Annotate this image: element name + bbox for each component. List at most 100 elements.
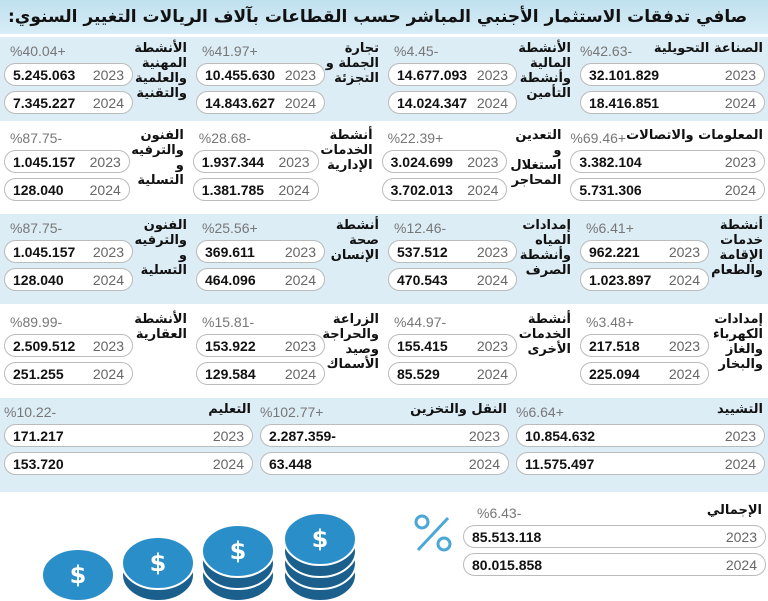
value-2024-pill: 5.731.306 2024 (570, 178, 765, 201)
percent-icon (414, 514, 452, 552)
value: 128.040 (13, 271, 64, 288)
value: 11.575.497 (525, 455, 595, 472)
value: 129.584 (205, 365, 256, 382)
year: 2024 (278, 181, 310, 198)
value: 251.255 (13, 365, 64, 382)
total-2024-pill: 80.015.858 2024 (463, 553, 766, 576)
value-2024-pill: 225.094 2024 (580, 362, 709, 385)
sector-cell: الأنشطة العقارية %89.99- 2.509.512 2023 251… (0, 308, 192, 396)
value: 225.094 (589, 365, 640, 382)
total-cell: الإجمالي %6.43- 85.513.118 2023 80.015.85… (463, 503, 766, 581)
year: 2023 (92, 243, 124, 260)
year: 2024 (476, 271, 508, 288)
year: 2024 (212, 455, 244, 472)
year: 2023 (476, 243, 508, 260)
sector-cell: أنشطة الخدمات الأخرى %44.97- 155.415 2023 8… (384, 308, 576, 396)
year: 2024 (724, 94, 756, 111)
sector-cell: أنشطة الخدمات الإدارية %28.68- 1.937.344 20… (189, 124, 378, 212)
sector-row: أنشطة خدمات الإقامة والطعام %6.41+ 962.221… (0, 214, 768, 304)
year: 2023 (284, 66, 316, 83)
year: 2023 (467, 153, 499, 170)
value-2024-pill: 128.040 2024 (3, 178, 130, 201)
value-2024-pill: 1.381.785 2024 (192, 178, 319, 201)
value-2024-pill: 14.843.627 2024 (196, 91, 325, 114)
year: 2023 (92, 66, 124, 83)
value-2023-pill: 2.287.359- 2023 (260, 424, 509, 447)
year: 2024 (284, 271, 316, 288)
change-pct: %15.81- (202, 314, 255, 330)
total-label: الإجمالي (706, 503, 762, 518)
value-2023-pill: 32.101.829 2023 (580, 63, 765, 86)
change-pct: %25.56+ (202, 220, 258, 236)
value-2023-pill: 369.611 2023 (196, 240, 325, 263)
change-pct: %42.63- (580, 43, 633, 59)
year: 2024 (89, 181, 121, 198)
total-pct: %6.43- (477, 505, 522, 521)
value-2023-pill: 2.509.512 2023 (4, 334, 133, 357)
year: 2023 (668, 243, 700, 260)
year: 2024 (468, 455, 500, 472)
value-2023-pill: 537.512 2023 (388, 240, 517, 263)
value: 32.101.829 (589, 66, 660, 83)
change-pct: %6.41+ (586, 220, 634, 236)
value: 85.513.118 (472, 528, 542, 545)
value: 85.529 (397, 365, 440, 382)
sector-cell: التعدين و استغلال المحاجر %22.39+ 3.024.69… (378, 124, 567, 212)
value-2023-pill: 10.455.630 2023 (196, 63, 325, 86)
value-2023-pill: 171.217 2023 (4, 424, 253, 447)
coin-stack-icon: $ $ $ $ (41, 512, 357, 601)
value-2024-pill: 251.255 2024 (4, 362, 133, 385)
sector-label: التعليم (208, 402, 251, 417)
year: 2023 (724, 427, 756, 444)
sector-label: النقل والتخزين (410, 402, 507, 417)
year: 2024 (668, 271, 700, 288)
change-pct: %102.77+ (260, 404, 324, 420)
value-2024-pill: 470.543 2024 (388, 268, 517, 291)
sector-label: إمدادات الكهرباء والغاز والبخار (713, 312, 763, 372)
sector-label: إمدادات المياه وأنشطة الصرف (519, 218, 571, 278)
value: 537.512 (397, 243, 448, 260)
value: 217.518 (589, 337, 640, 354)
value-2024-pill: 129.584 2024 (196, 362, 325, 385)
sector-cell: الأنشطة المالية وأنشطة التأمين %4.45- 14.6… (384, 37, 576, 121)
sector-cell: التشييد %6.64+ 10.854.632 2023 11.575.497 20… (512, 398, 768, 492)
value: 3.702.013 (390, 181, 453, 198)
value-2024-pill: 3.702.013 2024 (381, 178, 508, 201)
sector-label: الزراعة والحراجة وصيد الأسماك (322, 312, 379, 372)
value: 3.024.699 (390, 153, 453, 170)
value: 369.611 (205, 243, 255, 260)
year: 2023 (476, 66, 508, 83)
year: 2023 (468, 427, 500, 444)
year: 2023 (668, 337, 700, 354)
value: 5.245.063 (13, 66, 76, 83)
value-2023-pill: 962.221 2023 (580, 240, 709, 263)
sector-cell: تجارة الجملة و التجزئة %41.97+ 10.455.630 2… (192, 37, 384, 121)
value: 1.381.785 (201, 181, 265, 198)
value: 14.843.627 (205, 94, 276, 111)
year: 2023 (89, 153, 121, 170)
value-2024-pill: 153.720 2024 (4, 452, 253, 475)
value: 128.040 (12, 181, 64, 198)
value-2023-pill: 153.922 2023 (196, 334, 325, 357)
year: 2023 (725, 528, 757, 545)
sector-label: أنشطة الخدمات الأخرى (518, 312, 571, 357)
sector-cell: الصناعة التحويلية %42.63- 32.101.829 2023 1… (576, 37, 768, 121)
dollar-icon: $ (230, 537, 247, 565)
value: 464.096 (205, 271, 256, 288)
value-2024-pill: 14.024.347 2024 (388, 91, 517, 114)
sector-cell: إمدادات الكهرباء والغاز والبخار %3.48+ 217… (576, 308, 768, 396)
value-2023-pill: 10.854.632 2023 (516, 424, 765, 447)
coin (283, 512, 357, 566)
value-2024-pill: 63.448 2024 (260, 452, 509, 475)
year: 2023 (212, 427, 244, 444)
value: 171.217 (13, 427, 64, 444)
value-2023-pill: 5.245.063 2023 (4, 63, 133, 86)
value: 1.937.344 (201, 153, 265, 170)
value-2024-pill: 128.040 2024 (4, 268, 133, 291)
year: 2024 (92, 271, 124, 288)
value: 14.677.093 (397, 66, 468, 83)
coin (201, 524, 275, 578)
sector-label: الفنون والترفيه و التسلية (131, 128, 184, 188)
coin (41, 548, 115, 601)
sector-row: الصناعة التحويلية %42.63- 32.101.829 2023 1… (0, 37, 768, 121)
